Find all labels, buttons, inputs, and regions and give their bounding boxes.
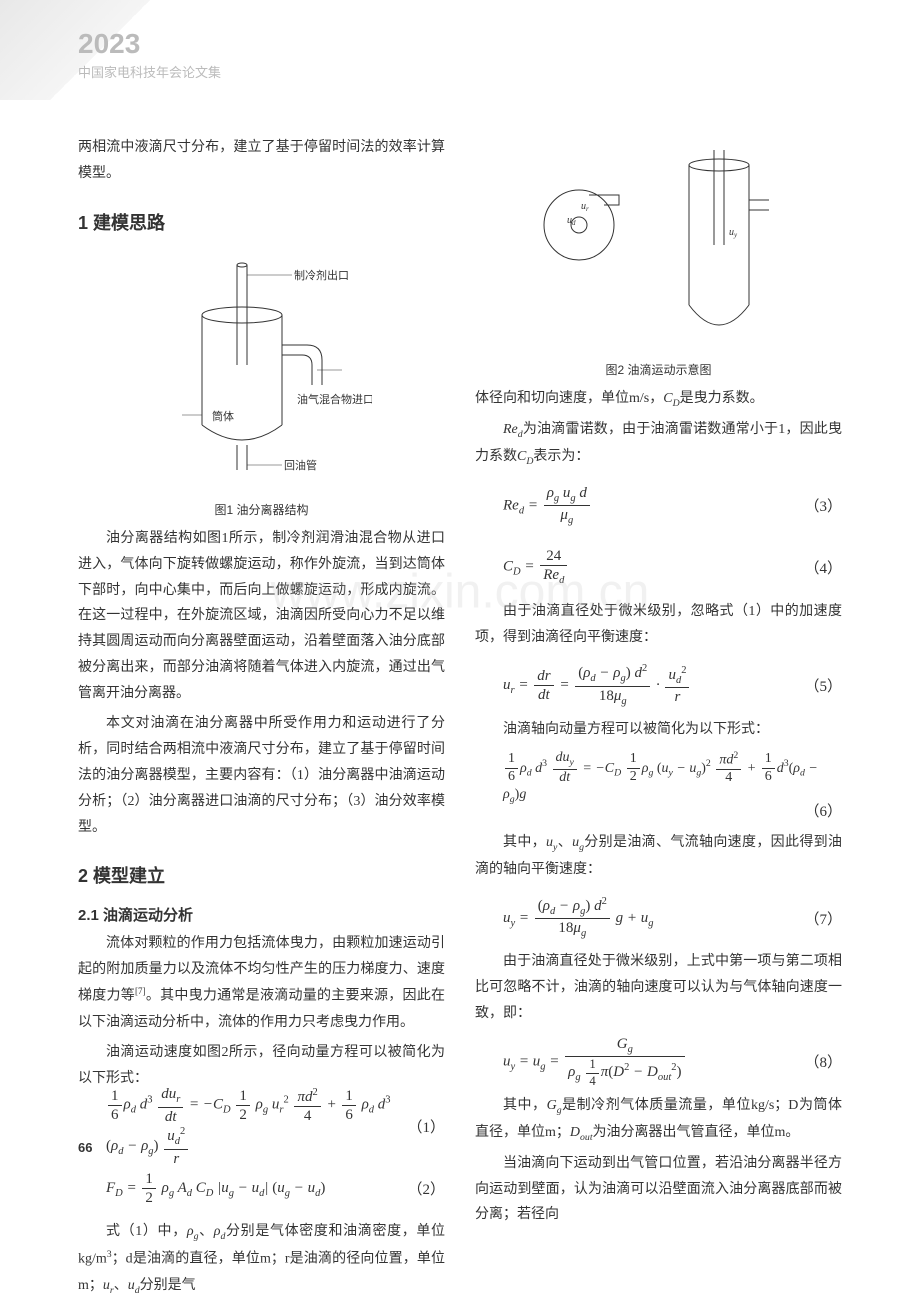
figure-1: 制冷剂出口 油气混合物进口 筒体 回油管 图1 油分离器结构 (78, 255, 445, 518)
equation-5: ur = drdt = (ρd − ρg) d218μg · ud2r （5） (475, 665, 842, 707)
svg-text:uy: uy (729, 227, 738, 239)
figure-2-caption: 图2 油滴运动示意图 (605, 361, 711, 378)
figure-1-caption: 图1 油分离器结构 (214, 501, 308, 518)
fig1-label-body: 筒体 (212, 409, 234, 423)
velocity-cont-2: 是曳力系数。 (680, 391, 764, 406)
right-column: ur ud uy 图2 油滴运动示意图 体径向和切向速度，单位m/s，CD是曳力… (475, 135, 842, 1123)
section-1-title: 1 建模思路 (78, 209, 445, 235)
equation-5-num: （5） (804, 675, 842, 696)
fig1-label-return: 回油管 (284, 458, 317, 472)
equation-1: 16ρd d3 durdt = −CD 12 ρg ur2 πd24 + 16 … (78, 1105, 445, 1147)
para-forces: 流体对颗粒的作用力包括流体曳力，由颗粒加速运动引起的附加质量力以及流体不均匀性产… (78, 931, 445, 1035)
para-structure: 油分离器结构如图1所示，制冷剂润滑油混合物从进口进入，气体向下旋转做螺旋运动，称… (78, 526, 445, 707)
axial-explain-1: 其中， (503, 835, 546, 850)
equation-3-num: （3） (804, 495, 842, 516)
equation-7-num: （7） (804, 908, 842, 929)
equation-5-body: ur = drdt = (ρd − ρg) d218μg · ud2r (503, 663, 794, 708)
figure-2: ur ud uy 图2 油滴运动示意图 (475, 145, 842, 378)
eq1-explain-4: 分别是气 (140, 1278, 196, 1293)
equation-7: uy = (ρd − ρg) d218μg g + ug （7） (475, 897, 842, 939)
header-year: 2023 (78, 28, 140, 60)
equation-1-num: （1） (407, 1116, 445, 1137)
content-area: 两相流中液滴尺寸分布，建立了基于停留时间法的效率计算模型。 1 建模思路 (78, 135, 842, 1123)
equation-2-body: FD = 12 ρg Ad CD |ug − ud| (ug − ud) (106, 1170, 397, 1207)
para-reynolds: Red为油滴雷诺数，由于油滴雷诺数通常小于1，因此曳力系数CD表示为： (475, 417, 842, 471)
header-subtitle: 中国家电科技年会论文集 (78, 62, 221, 81)
svg-text:ur: ur (581, 201, 589, 213)
para-axial-explain: 其中，uy、ug分别是油滴、气流轴向速度，因此得到油滴的轴向平衡速度： (475, 830, 842, 883)
para-eq1-explain: 式（1）中，ρg、ρd分别是气体密度和油滴密度，单位kg/m3；d是油滴的直径，… (78, 1219, 445, 1299)
left-column: 两相流中液滴尺寸分布，建立了基于停留时间法的效率计算模型。 1 建模思路 (78, 135, 445, 1123)
intro-paragraph: 两相流中液滴尺寸分布，建立了基于停留时间法的效率计算模型。 (78, 135, 445, 187)
page-number: 66 (78, 1140, 92, 1155)
para-eq8-explain: 其中，Gg是制冷剂气体质量流量，单位kg/s；D为筒体直径，单位m；Dout为油… (475, 1093, 842, 1147)
equation-6: 16ρd d3 duydt = −CD 12ρg (uy − ug)2 πd24… (475, 756, 842, 798)
para-radial-balance: 由于油滴直径处于微米级别，忽略式（1）中的加速度项，得到油滴径向平衡速度： (475, 599, 842, 651)
equation-4: CD = 24Red （4） (475, 547, 842, 589)
eq8-explain-3: 为油分离器出气管直径，单位m。 (593, 1125, 800, 1140)
svg-text:ud: ud (567, 215, 576, 227)
fig1-label-outlet: 制冷剂出口 (294, 268, 349, 282)
equation-4-body: CD = 24Red (503, 547, 794, 588)
reynolds-2: 表示为： (533, 449, 589, 464)
eq1-explain-1: 式（1）中， (106, 1224, 187, 1239)
equation-6-num-row: （6） (475, 800, 842, 820)
reference-7: [7] (135, 986, 146, 996)
equation-6-body: 16ρd d3 duydt = −CD 12ρg (uy − ug)2 πd24… (503, 750, 842, 805)
subsection-21-title: 2.1 油滴运动分析 (78, 904, 445, 925)
para-content-summary: 本文对油滴在油分离器中所受作用力和运动进行了分析，同时结合两相流中液滴尺寸分布，… (78, 711, 445, 840)
fig1-label-inlet: 油气混合物进口 (297, 392, 372, 406)
para-axial-momentum: 油滴轴向动量方程可以被简化为以下形式： (475, 717, 842, 743)
equation-6-num: （6） (804, 800, 842, 821)
equation-3-body: Red = ρg ug dμg (503, 484, 794, 528)
para-velocity-continue: 体径向和切向速度，单位m/s，CD是曳力系数。 (475, 386, 842, 413)
para-separation: 当油滴向下运动到出气管口位置，若沿油分离器半径方向运动到壁面，认为油滴可以沿壁面… (475, 1151, 842, 1229)
equation-7-body: uy = (ρd − ρg) d218μg g + ug (503, 896, 794, 941)
equation-8-body: uy = ug = Ggρg 14π(D2 − Dout2) (503, 1035, 794, 1089)
equation-8-num: （8） (804, 1051, 842, 1072)
equation-3: Red = ρg ug dμg （3） (475, 485, 842, 527)
eq8-explain-1: 其中， (503, 1098, 547, 1113)
para-radial-momentum: 油滴运动速度如图2所示，径向动量方程可以被简化为以下形式： (78, 1040, 445, 1092)
velocity-cont-1: 体径向和切向速度，单位m/s， (475, 391, 663, 406)
para-neglect: 由于油滴直径处于微米级别，上式中第一项与第二项相比可忽略不计，油滴的轴向速度可以… (475, 949, 842, 1027)
equation-8: uy = ug = Ggρg 14π(D2 − Dout2) （8） (475, 1041, 842, 1083)
equation-1-body: 16ρd d3 durdt = −CD 12 ρg ur2 πd24 + 16 … (106, 1085, 397, 1167)
section-2-title: 2 模型建立 (78, 862, 445, 888)
figure-1-svg: 制冷剂出口 油气混合物进口 筒体 回油管 (152, 255, 372, 495)
equation-2: FD = 12 ρg Ad CD |ug − ud| (ug − ud) （2） (78, 1167, 445, 1209)
figure-2-svg: ur ud uy (519, 145, 799, 355)
equation-4-num: （4） (804, 557, 842, 578)
equation-2-num: （2） (407, 1178, 445, 1199)
